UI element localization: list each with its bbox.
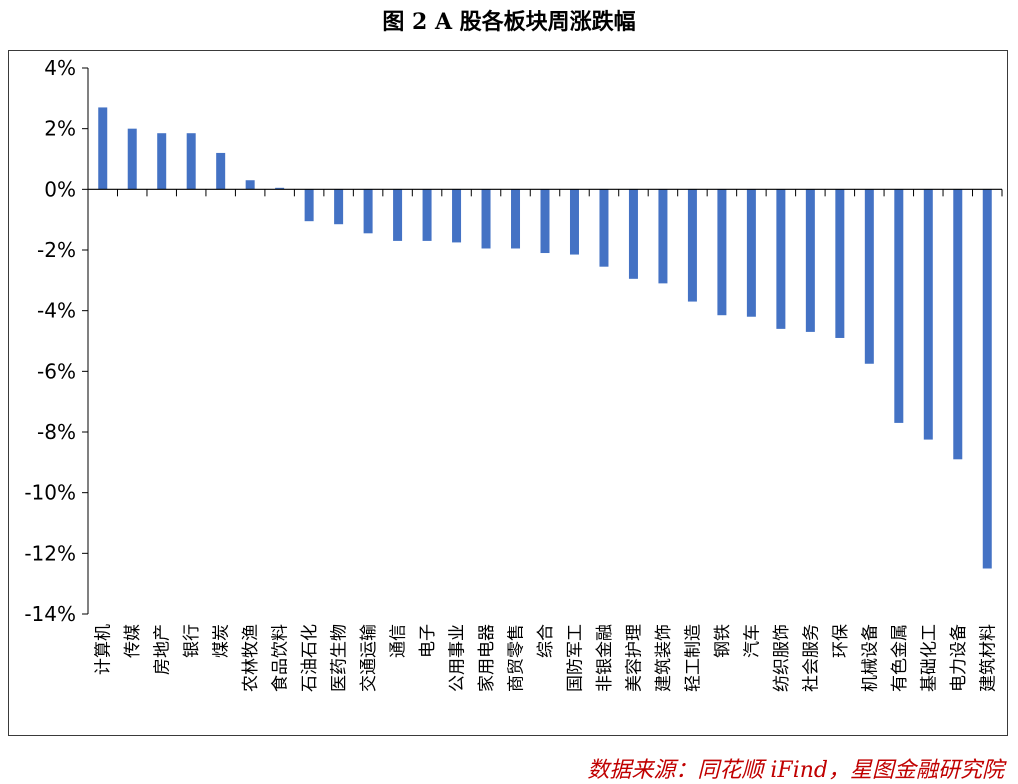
category-label: 农林牧渔 (241, 624, 261, 692)
category-label: 汽车 (742, 624, 762, 658)
category-label: 建筑装饰 (654, 624, 674, 692)
bar (157, 133, 167, 190)
bar (658, 189, 668, 284)
bar (452, 189, 462, 243)
y-tick-label: -4% (37, 299, 76, 323)
bar (363, 189, 373, 234)
bar (245, 180, 255, 190)
category-label: 非银金融 (595, 624, 615, 692)
category-label: 通信 (389, 624, 409, 658)
chart-frame (8, 50, 1008, 736)
bar (776, 189, 786, 329)
bar (127, 128, 137, 190)
category-label: 国防军工 (565, 624, 585, 692)
category-label: 环保 (831, 624, 851, 658)
y-tick-label: -8% (37, 420, 76, 444)
bar (569, 189, 579, 255)
bar (98, 107, 108, 190)
category-label: 煤炭 (212, 624, 232, 658)
category-label: 钢铁 (713, 624, 733, 658)
y-tick-label: -14% (24, 602, 76, 626)
y-tick-label: -2% (37, 238, 76, 262)
bar (835, 189, 845, 338)
category-label: 建筑材料 (978, 624, 998, 692)
category-label: 商贸零售 (507, 624, 527, 692)
category-label: 家用电器 (477, 624, 497, 692)
category-label: 社会服务 (801, 624, 821, 692)
bar (628, 189, 638, 279)
bar (216, 152, 226, 190)
bar (422, 189, 432, 241)
category-label: 医药生物 (330, 624, 350, 692)
category-label: 机械设备 (860, 624, 880, 692)
bar (599, 189, 609, 267)
bar (540, 189, 550, 254)
y-tick-label: -10% (24, 481, 76, 505)
bar (511, 189, 521, 249)
category-label: 轻工制造 (683, 624, 703, 692)
bar (275, 187, 285, 190)
category-label: 电子 (418, 624, 438, 658)
bar (687, 189, 697, 302)
bar (894, 189, 904, 423)
y-tick-label: -12% (24, 541, 76, 565)
category-label: 食品饮料 (271, 624, 291, 692)
bar (864, 189, 874, 364)
y-tick-label: 4% (44, 56, 76, 80)
bar (923, 189, 933, 440)
bar (186, 133, 196, 190)
category-label: 公用事业 (448, 624, 468, 692)
data-source: 数据来源：同花顺 iFind，星图金融研究院 (587, 758, 1004, 783)
y-tick-label: 0% (44, 177, 76, 201)
bar (334, 189, 344, 225)
category-label: 综合 (536, 624, 556, 658)
bar (953, 189, 963, 460)
bar (304, 189, 314, 222)
category-label: 交通运输 (359, 624, 379, 692)
bar (805, 189, 815, 332)
category-label: 石油石化 (300, 624, 320, 692)
chart-title: 图 2 A 股各板块周涨跌幅 (382, 9, 636, 35)
bar (717, 189, 727, 316)
category-label: 计算机 (94, 624, 114, 675)
category-label: 传媒 (123, 624, 143, 658)
category-label: 基础化工 (919, 624, 939, 692)
bar (393, 189, 403, 241)
category-label: 银行 (182, 624, 202, 658)
category-label: 电力设备 (949, 624, 969, 692)
bar (481, 189, 491, 249)
y-tick-label: -6% (37, 359, 76, 383)
category-label: 纺织服饰 (772, 624, 792, 692)
bar (746, 189, 756, 317)
category-label: 有色金属 (890, 624, 910, 692)
y-tick-label: 2% (44, 117, 76, 141)
category-label: 美容护理 (624, 624, 644, 692)
category-label: 房地产 (153, 624, 173, 675)
bar (982, 189, 992, 569)
